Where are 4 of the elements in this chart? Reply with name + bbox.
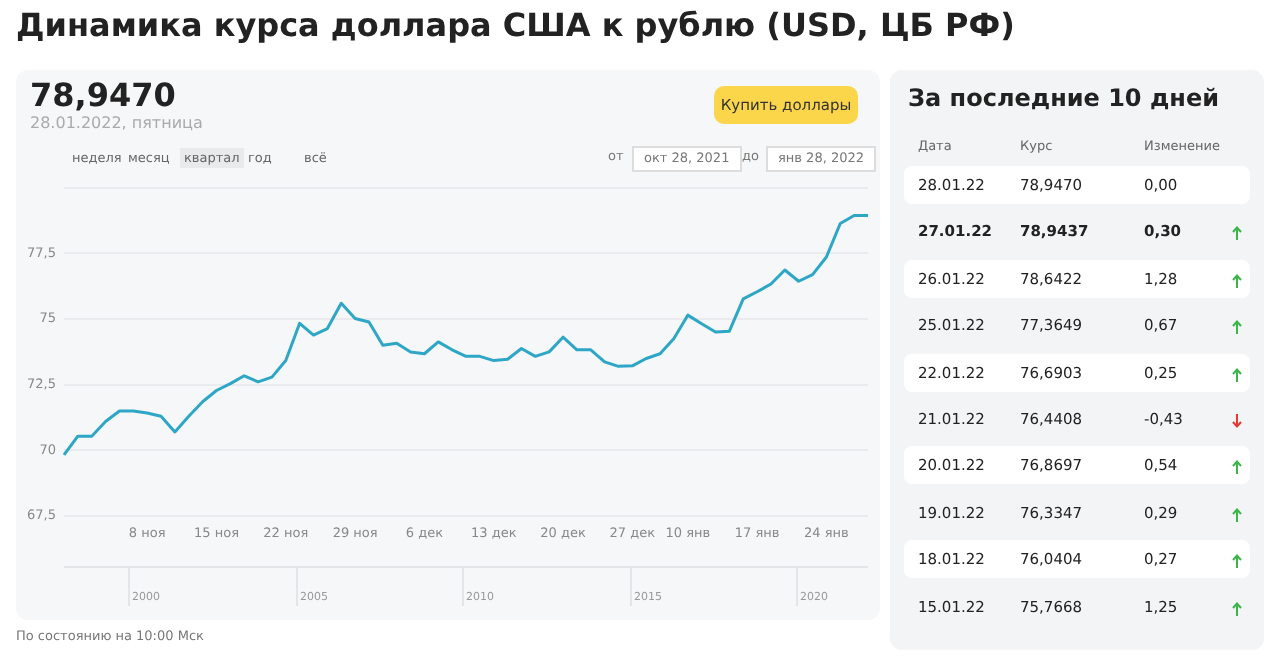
text: 78,9470: [30, 76, 176, 114]
text: 28.01.2022, пятница: [30, 114, 203, 132]
chart-title: Динамика курса доллара США к рублю (USD, ЦБ РФ): [16, 6, 1015, 44]
text: За последние 10 дней: [908, 84, 1219, 112]
